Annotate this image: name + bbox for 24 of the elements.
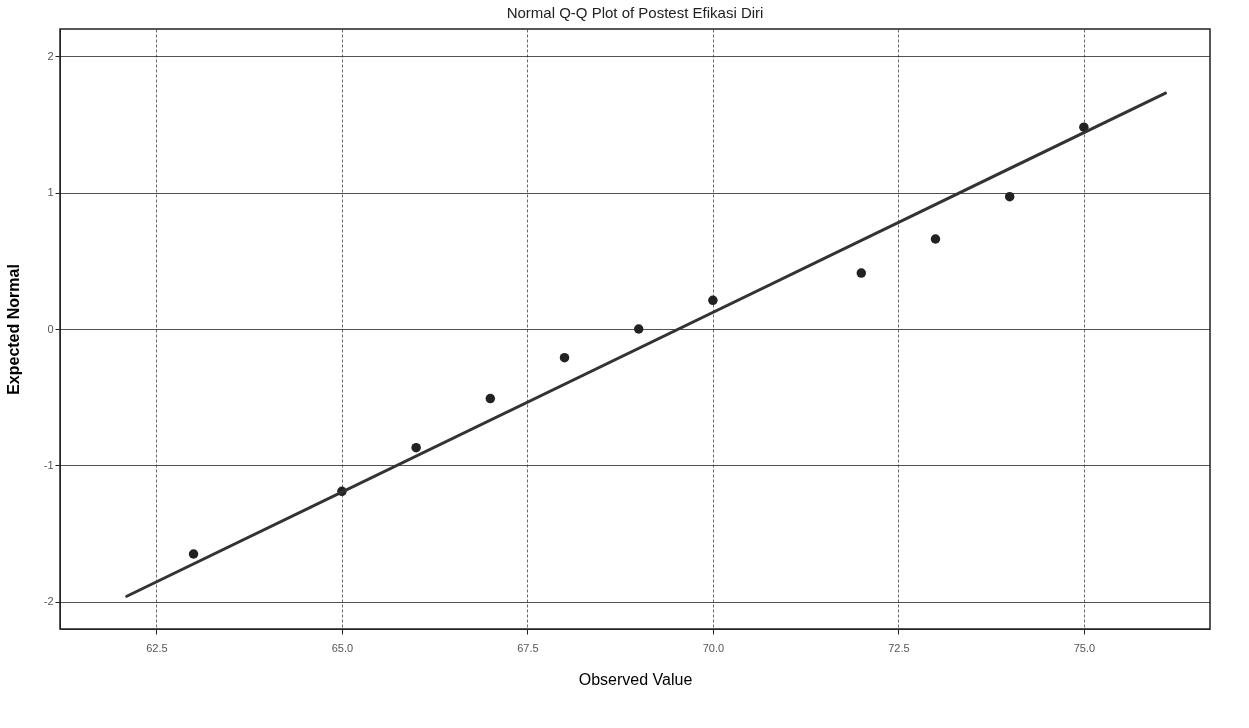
- y-axis-title: Expected Normal: [4, 264, 22, 395]
- point: [708, 295, 718, 306]
- point: [188, 549, 199, 559]
- y-tick-label: 0: [47, 322, 54, 335]
- chart-title: Normal Q-Q Plot of Postest Efikasi Diri: [506, 4, 764, 21]
- x-tick-label: 75.0: [1073, 641, 1096, 654]
- y-tick-label: 1: [47, 186, 54, 199]
- point: [485, 393, 496, 404]
- y-tick-label: -1: [43, 458, 54, 471]
- x-tick-label: 72.5: [888, 641, 910, 654]
- point: [411, 442, 421, 453]
- x-tick-label: 67.5: [517, 641, 539, 654]
- point: [1079, 122, 1089, 132]
- point: [1004, 191, 1015, 202]
- x-tick-label: 65.0: [331, 641, 354, 654]
- point: [633, 324, 644, 334]
- y-tick-label: -2: [43, 595, 54, 608]
- x-tick-label: 62.5: [146, 641, 168, 654]
- x-axis-title: Observed Value: [578, 670, 693, 688]
- x-tick-label: 70.0: [702, 641, 725, 654]
- point: [930, 234, 941, 244]
- y-tick-label: 2: [47, 49, 54, 62]
- point: [856, 268, 867, 278]
- point: [559, 352, 570, 363]
